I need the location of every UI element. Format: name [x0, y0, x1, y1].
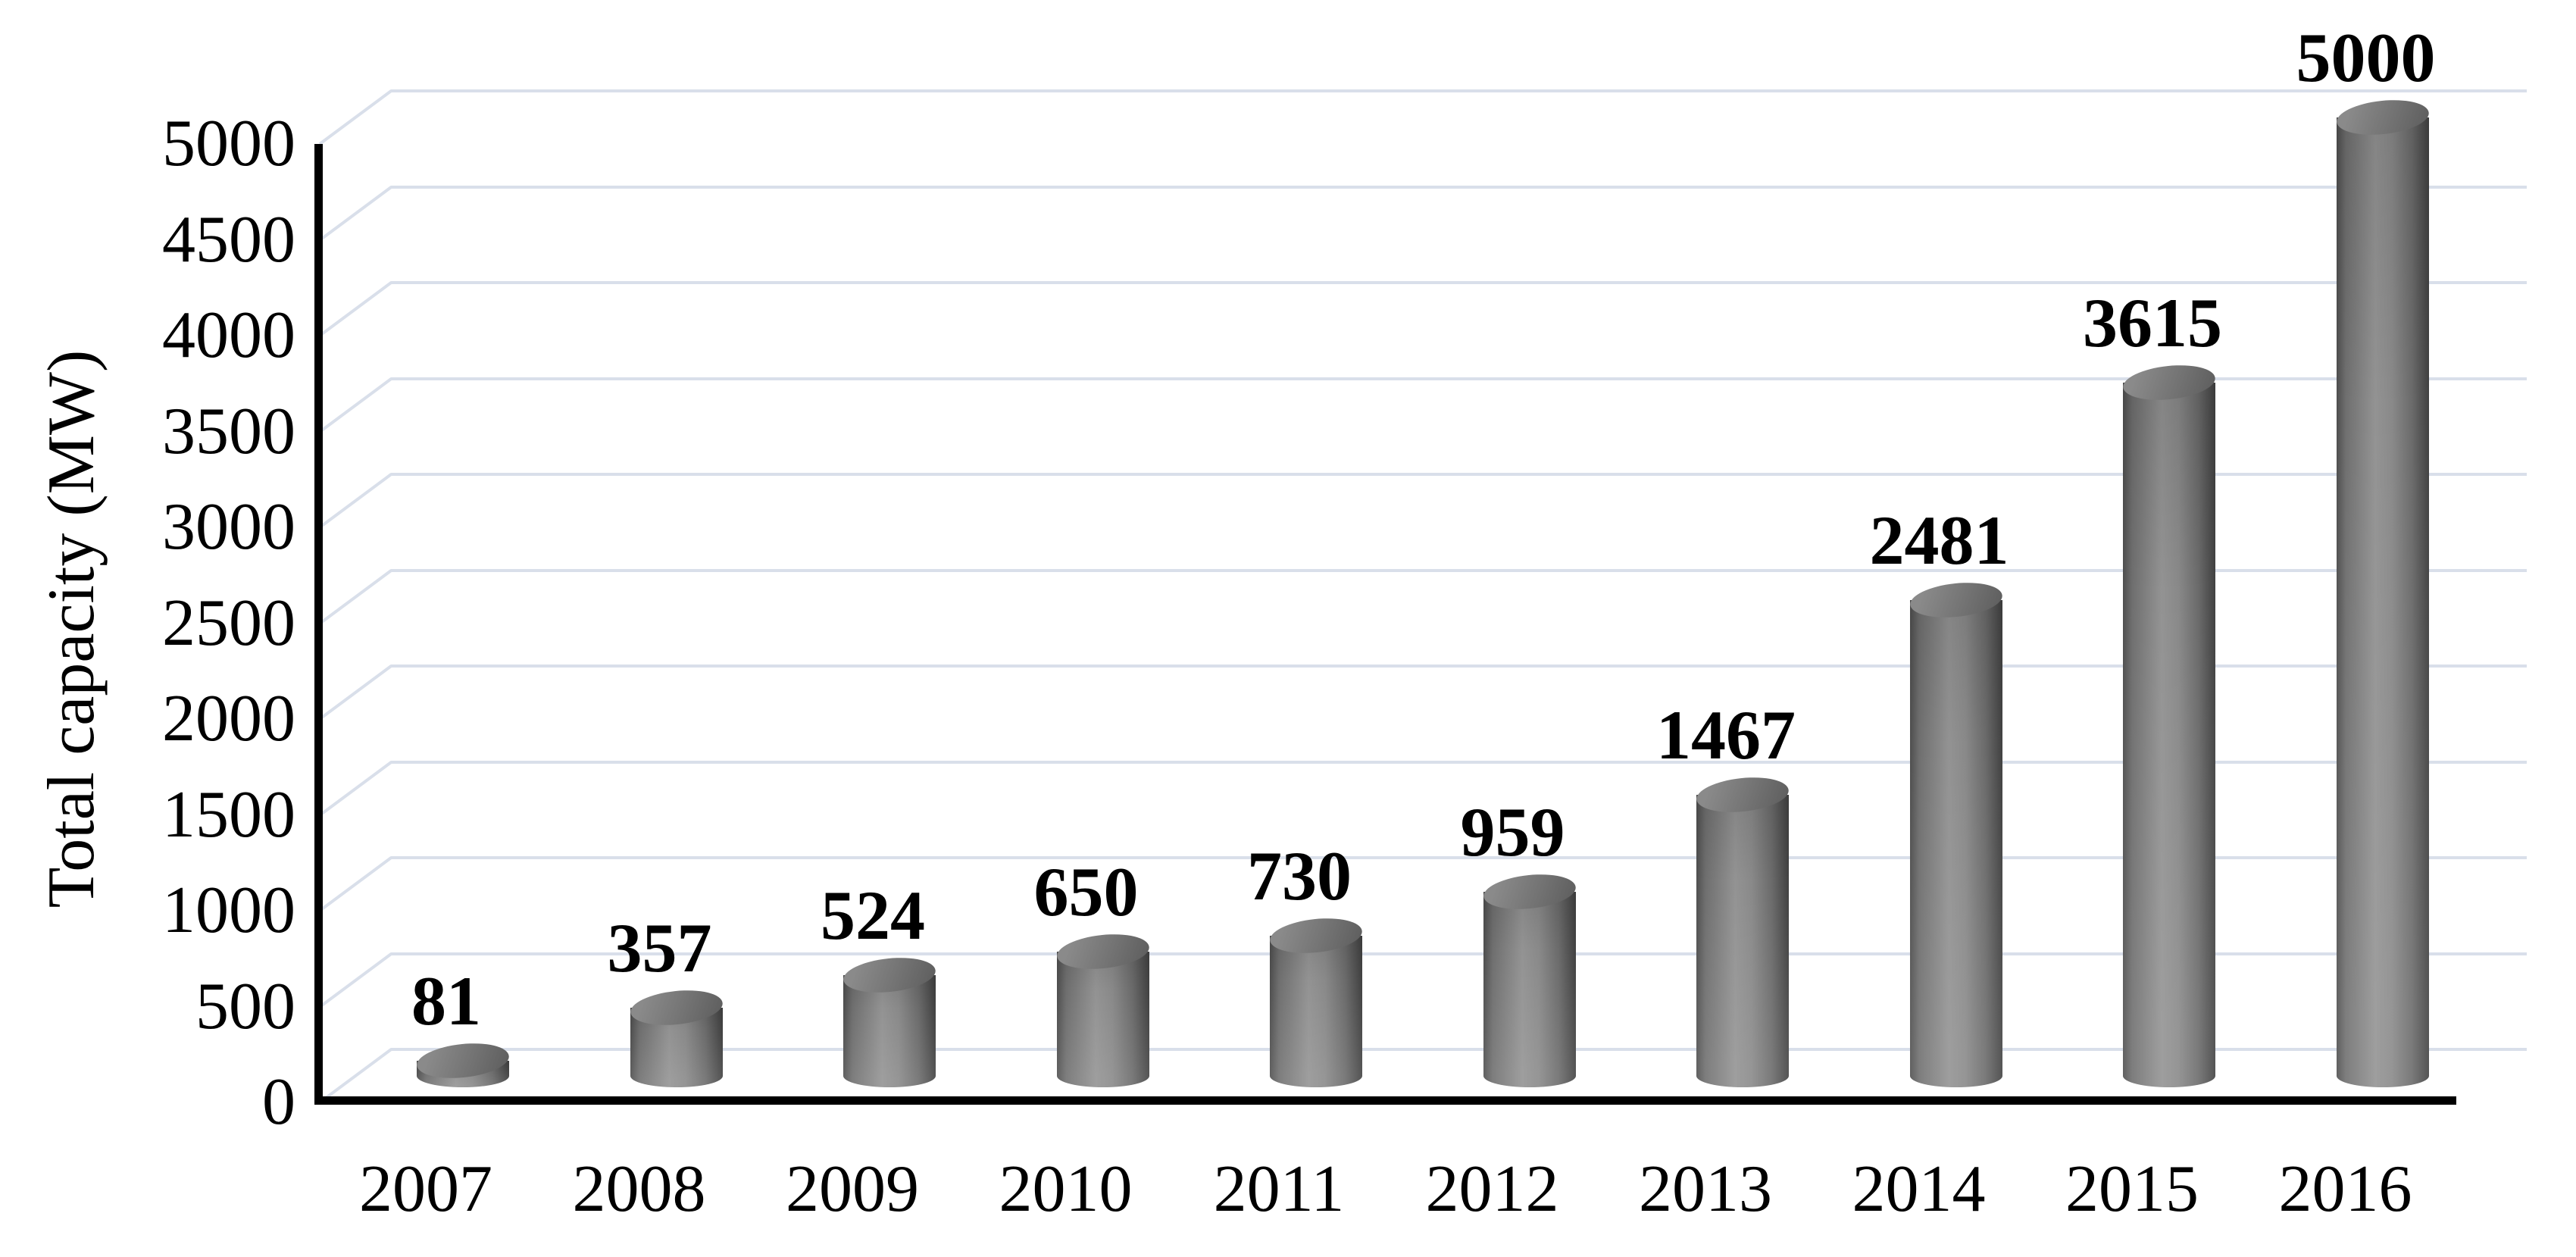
gridline-depth-segment: [318, 185, 392, 242]
x-tick-label: 2013: [1639, 1152, 1772, 1226]
cylinder-bar-shading: [1483, 892, 1576, 1087]
data-label: 959: [1460, 793, 1565, 871]
cylinder-bar: [2123, 383, 2215, 1087]
cylinder-bar: [1270, 936, 1362, 1087]
gridline-depth-segment: [318, 568, 392, 625]
data-label: 5000: [2296, 19, 2436, 96]
y-tick-label: 5000: [162, 107, 295, 180]
gridline-depth-segment: [318, 760, 392, 817]
gridline-depth-segment: [318, 473, 392, 529]
y-tick-label: 4000: [162, 299, 295, 372]
gridline: [391, 760, 2527, 764]
x-tick-label: 2007: [359, 1152, 492, 1226]
cylinder-bar-shading: [1056, 951, 1149, 1087]
x-tick-label: 2014: [1852, 1152, 1986, 1226]
cylinder-bar: [1056, 951, 1149, 1087]
gridline-depth-segment: [318, 89, 392, 145]
y-tick-label: 2500: [162, 586, 295, 660]
x-tick-label: 2011: [1213, 1152, 1345, 1226]
data-label: 2481: [1869, 502, 2009, 580]
cylinder-bar: [1696, 794, 1789, 1087]
data-label: 524: [821, 877, 925, 955]
x-tick-label: 2012: [1425, 1152, 1559, 1226]
x-tick-label: 2016: [2278, 1152, 2412, 1226]
gridline: [391, 664, 2527, 668]
x-tick-label: 2008: [572, 1152, 706, 1226]
gridline: [391, 377, 2527, 380]
gridline-depth-segment: [318, 664, 392, 721]
x-tick-label: 2010: [999, 1152, 1133, 1226]
x-tick-label: 2015: [2065, 1152, 2199, 1226]
cylinder-bar-shading: [843, 975, 936, 1087]
cylinder-bar: [843, 975, 936, 1087]
x-tick-label: 2009: [786, 1152, 919, 1226]
data-label: 81: [411, 962, 481, 1040]
cylinder-bar-shading: [2336, 117, 2429, 1087]
data-label: 357: [607, 908, 712, 987]
cylinder-bar-shading: [2123, 383, 2215, 1087]
gridline: [391, 185, 2527, 189]
data-label: 3615: [2083, 284, 2222, 362]
gridline-depth-segment: [318, 377, 392, 433]
gridline: [391, 473, 2527, 476]
x-axis-line: [314, 1096, 2456, 1105]
y-tick-label: 4500: [162, 202, 295, 277]
gridline-depth-segment: [318, 856, 392, 912]
y-tick-label: 0: [262, 1065, 295, 1139]
cylinder-bar-shading: [1696, 794, 1789, 1087]
data-label: 730: [1247, 837, 1352, 915]
gridline: [391, 281, 2527, 284]
y-tick-label: 1500: [162, 777, 295, 852]
y-tick-label: 2000: [162, 682, 295, 755]
cylinder-bar-shading: [1270, 936, 1362, 1087]
gridline: [391, 568, 2527, 572]
y-tick-label: 1000: [162, 874, 295, 947]
cylinder-bar: [2336, 117, 2429, 1087]
y-tick-label: 500: [195, 969, 295, 1043]
data-label: 650: [1033, 852, 1139, 930]
data-label: 1467: [1656, 696, 1796, 774]
gridline: [391, 1048, 2527, 1051]
y-tick-label: 3000: [162, 490, 295, 564]
gridline-depth-segment: [318, 1048, 392, 1104]
cylinder-bar: [1909, 600, 2002, 1087]
y-axis-line: [314, 144, 323, 1105]
gridline-depth-segment: [318, 281, 392, 337]
y-tick-label: 3500: [162, 394, 295, 468]
gridline: [391, 89, 2527, 92]
cylinder-bar-shading: [1909, 600, 2002, 1087]
cylinder-bar: [1483, 892, 1576, 1087]
gridline: [391, 952, 2527, 955]
gridline: [391, 856, 2527, 859]
